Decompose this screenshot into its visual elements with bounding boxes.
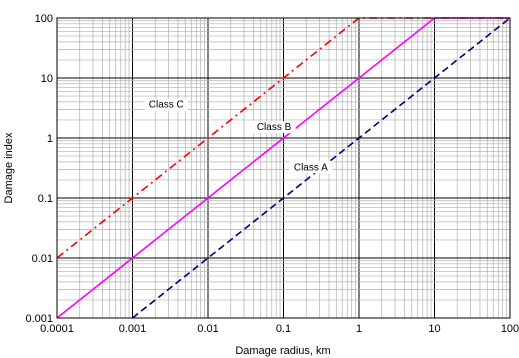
y-axis-label: Damage index <box>3 132 15 203</box>
y-tick-label: 0.1 <box>38 193 53 205</box>
x-tick-label: 10 <box>428 323 440 335</box>
series-label-background <box>252 121 296 134</box>
grid <box>56 18 510 319</box>
y-tick-label: 100 <box>35 13 53 25</box>
y-tick-label: 1 <box>47 133 53 145</box>
series-label-class-c: Class C <box>149 100 184 111</box>
series-label-class-b: Class B <box>257 122 292 133</box>
x-tick-label: 0.1 <box>276 323 291 335</box>
y-tick-labels: 0.001 0.01 0.1 1 10 100 <box>25 13 53 325</box>
x-tick-label: 0.001 <box>119 323 147 335</box>
x-tick-labels: 0.0001 0.001 0.01 0.1 1 10 100 <box>40 323 519 335</box>
series-label-background <box>144 98 188 111</box>
x-tick-label: 100 <box>501 323 519 335</box>
x-tick-label: 1 <box>356 323 362 335</box>
x-tick-label: 0.01 <box>197 323 218 335</box>
y-tick-label: 0.01 <box>32 253 53 265</box>
series-labels: Class C Class B Class A <box>144 98 333 174</box>
x-tick-label: 0.0001 <box>40 323 74 335</box>
y-tick-label: 10 <box>41 73 53 85</box>
series-line-class-a <box>132 17 511 319</box>
series-label-class-a: Class A <box>294 162 328 173</box>
y-tick-label: 0.001 <box>25 313 53 325</box>
x-axis-label: Damage radius, km <box>235 345 330 357</box>
plot-border <box>56 17 511 319</box>
series-label-background <box>289 161 333 174</box>
